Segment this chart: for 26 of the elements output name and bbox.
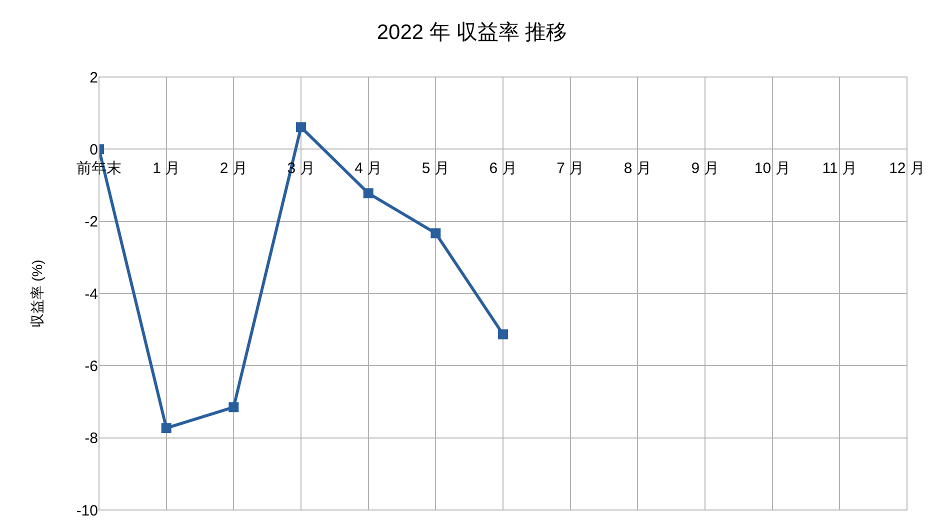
- point: [296, 122, 306, 132]
- y-tick-label: -4: [84, 286, 98, 303]
- point: [430, 228, 441, 238]
- x-tick-label: 6 月: [489, 160, 517, 178]
- x-tick-label: 8 月: [624, 160, 652, 178]
- point: [363, 188, 374, 198]
- x-tick-label: 7 月: [556, 160, 584, 178]
- x-tick-label: 4 月: [354, 160, 382, 178]
- y-tick-label: -2: [84, 214, 98, 231]
- y-tick-label: -8: [84, 430, 98, 448]
- y-tick-label: -10: [76, 502, 98, 520]
- chart-title: 2022 年 収益率 推移: [376, 21, 568, 44]
- x-tick-label: 10 月: [754, 160, 790, 178]
- x-tick-label: 2 月: [220, 160, 248, 178]
- x-tick-label: 9 月: [691, 160, 719, 178]
- x-tick-label: 12 月: [889, 160, 925, 178]
- point: [498, 329, 508, 340]
- y-axis-title: 収益率 (%): [28, 260, 45, 328]
- point: [228, 402, 239, 412]
- x-tick-label: 11 月: [822, 160, 858, 178]
- point: [161, 423, 172, 434]
- y-tick-label: 2: [90, 69, 98, 86]
- y-tick-label: 0: [90, 141, 98, 158]
- y-tick-label: -6: [84, 358, 98, 375]
- x-tick-label: 1 月: [152, 160, 180, 178]
- x-tick-label: 5 月: [422, 160, 450, 178]
